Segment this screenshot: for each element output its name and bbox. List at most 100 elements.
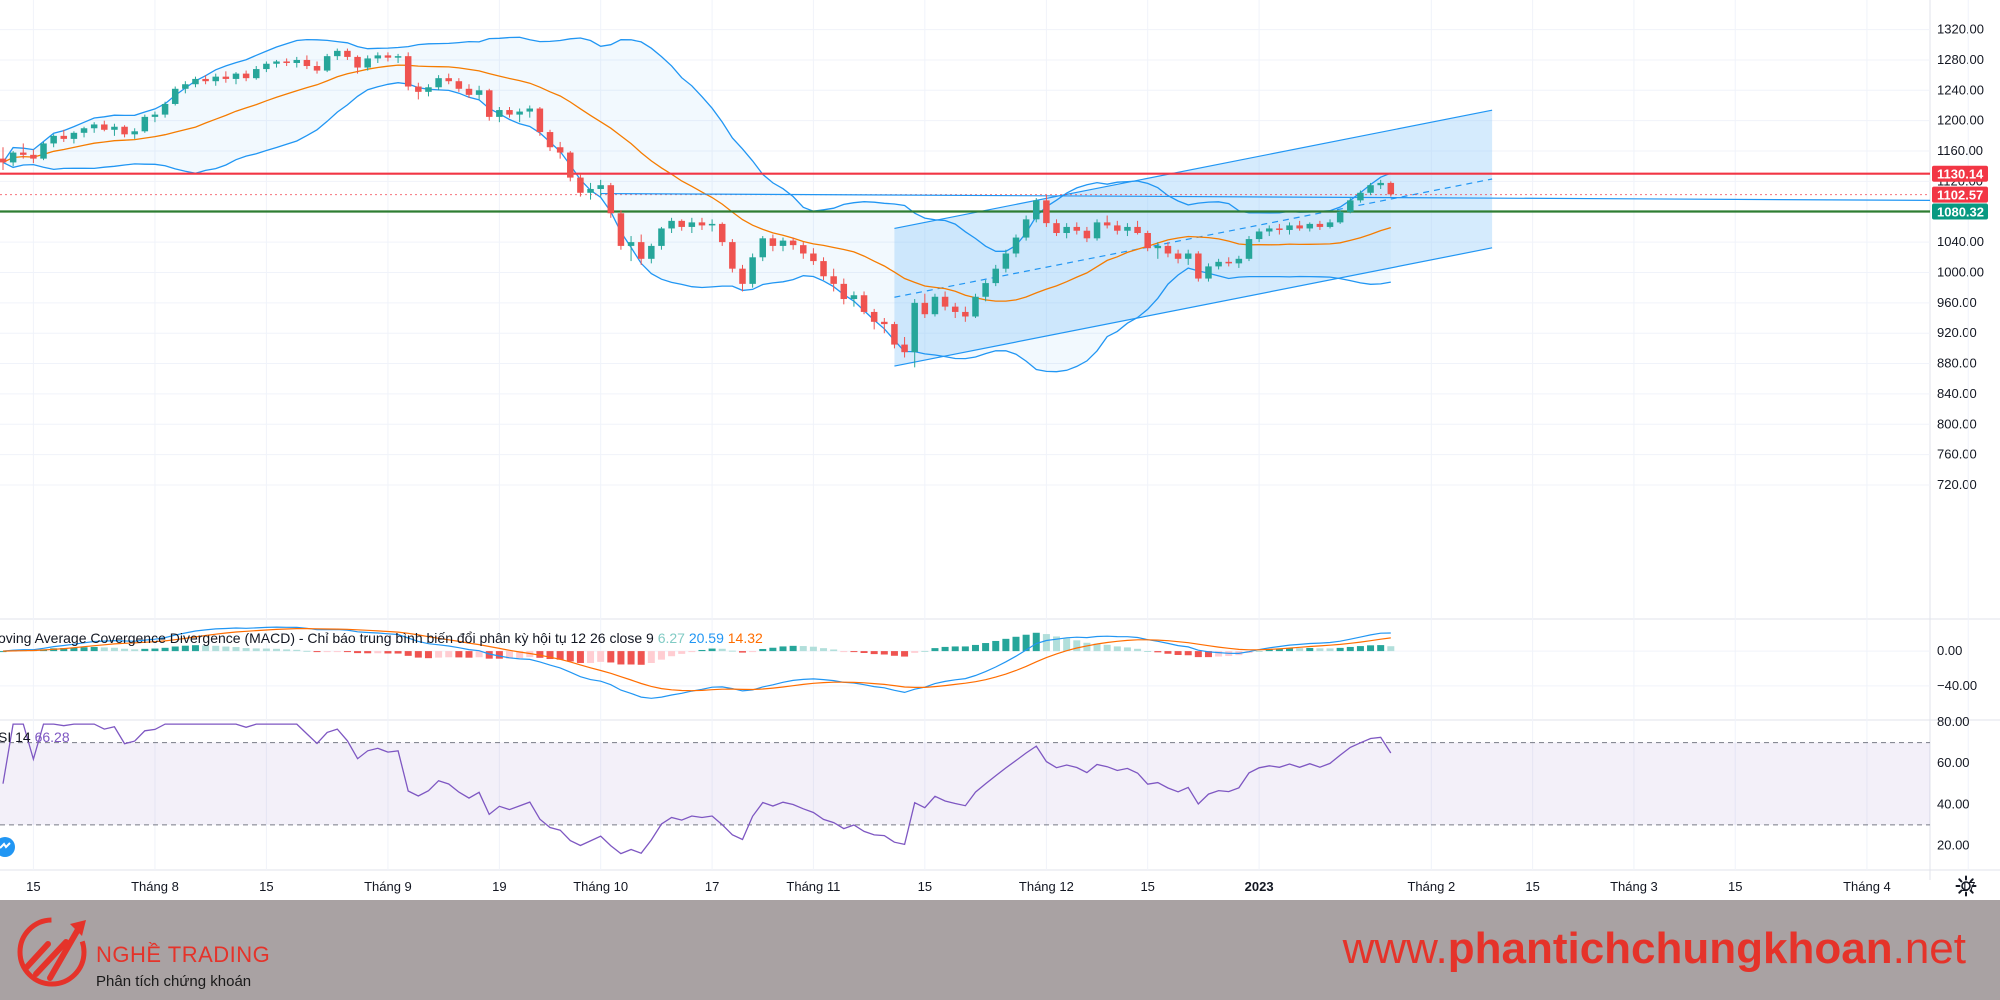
chart-nav-arrow-icon[interactable] xyxy=(0,836,16,858)
candle-body xyxy=(20,152,27,155)
macd-histogram-bar xyxy=(141,648,149,652)
price-level-tag-label: 1102.57 xyxy=(1937,188,1983,203)
candle-body xyxy=(749,257,756,284)
candle-body xyxy=(334,50,341,57)
macd-histogram-bar xyxy=(455,651,463,658)
time-tick-label: 15 xyxy=(259,879,273,894)
candle-body xyxy=(80,128,88,133)
candle-body xyxy=(556,147,564,153)
url-prefix: www. xyxy=(1342,924,1448,973)
rsi-legend-legend: SI 14 xyxy=(0,729,31,745)
price-tick-label: 920.00 xyxy=(1937,325,1977,340)
candle-body xyxy=(384,55,392,58)
macd-histogram-bar xyxy=(100,647,108,652)
candle-body xyxy=(739,268,746,284)
candle-body xyxy=(344,50,351,57)
candle-body xyxy=(1184,253,1192,259)
candle-body xyxy=(1296,225,1303,229)
candle-body xyxy=(800,245,807,254)
macd-histogram-bar xyxy=(495,651,503,659)
macd-histogram-bar xyxy=(1316,648,1324,652)
time-tick-label: Tháng 10 xyxy=(573,879,628,894)
candle-body xyxy=(435,78,442,88)
macd-histogram-bar xyxy=(911,651,919,653)
price-tick-label: 1160.00 xyxy=(1937,143,1983,158)
candle-body xyxy=(577,177,584,193)
macd-histogram-bar xyxy=(414,651,422,658)
macd-histogram-bar xyxy=(708,648,716,652)
macd-histogram-bar xyxy=(506,651,513,659)
macd-histogram-bar xyxy=(1326,648,1334,652)
macd-histogram-bar xyxy=(607,651,615,663)
macd-histogram-bar xyxy=(931,648,939,652)
candle-body xyxy=(962,311,969,317)
candle-body xyxy=(1043,200,1050,224)
chart-area[interactable]: 1320.001280.001240.001200.001160.001120.… xyxy=(0,0,2000,900)
macd-histogram-bar xyxy=(242,648,250,652)
macd-histogram-bar xyxy=(1042,634,1050,652)
candle-body xyxy=(567,152,574,178)
macd-histogram-bar xyxy=(1053,636,1061,652)
url-domain: phantichchungkhoan xyxy=(1447,924,1893,973)
macd-histogram-bar xyxy=(566,651,574,662)
candle-body xyxy=(202,78,209,82)
macd-histogram-bar xyxy=(830,649,838,652)
candle-body xyxy=(546,132,554,148)
candle-body xyxy=(323,56,331,71)
macd-histogram-bar xyxy=(1336,647,1344,652)
candle-body xyxy=(1336,211,1344,223)
macd-histogram-bar xyxy=(1184,651,1192,656)
time-tick-label: Tháng 2 xyxy=(1407,879,1455,894)
candle-body xyxy=(212,76,219,82)
price-tick-label: 720.00 xyxy=(1937,477,1977,492)
candle-body xyxy=(293,59,301,63)
price-chart[interactable]: 1320.001280.001240.001200.001160.001120.… xyxy=(0,0,2000,900)
candle-body xyxy=(1083,230,1091,239)
macd-histogram-bar xyxy=(161,647,169,652)
macd-histogram-bar xyxy=(323,651,331,653)
candle-body xyxy=(313,66,321,71)
price-tick-label: 1240.00 xyxy=(1937,82,1984,97)
nghe-trading-logo-icon xyxy=(14,912,94,988)
site-url[interactable]: www.phantichchungkhoan.net xyxy=(1343,924,1966,974)
time-tick-label: Tháng 4 xyxy=(1843,879,1891,894)
macd-histogram-bar xyxy=(90,646,98,652)
candle-body xyxy=(283,61,290,63)
macd-histogram-bar xyxy=(1154,651,1162,653)
macd-histogram-bar xyxy=(151,648,159,652)
macd-histogram-bar xyxy=(1164,651,1172,654)
macd-histogram-bar xyxy=(60,648,68,652)
trend-line xyxy=(600,192,1931,201)
price-level-tag xyxy=(1932,186,1988,203)
rsi-tick-label: 80.00 xyxy=(1937,714,1970,729)
macd-histogram-bar xyxy=(759,648,767,652)
candle-body xyxy=(263,63,270,70)
candle-body xyxy=(374,55,382,59)
macd-signal-line xyxy=(2,628,1391,692)
settings-gear-icon[interactable] xyxy=(1954,874,1978,898)
macd-histogram-bar xyxy=(1296,648,1304,652)
time-tick-label: Tháng 9 xyxy=(364,879,412,894)
candle-body xyxy=(1215,261,1222,267)
candle-body xyxy=(941,296,949,307)
candle-body xyxy=(192,78,199,85)
candle-body xyxy=(516,111,523,115)
bollinger-lower-line xyxy=(2,82,1391,373)
candle-body xyxy=(9,152,17,163)
candle-body xyxy=(789,240,797,246)
candle-body xyxy=(587,188,594,193)
macd-histogram-bar xyxy=(394,651,402,654)
candle-body xyxy=(161,103,169,115)
macd-histogram-bar xyxy=(374,651,382,654)
macd-histogram-bar xyxy=(1103,644,1111,652)
macd-histogram-bar xyxy=(283,649,291,652)
macd-histogram-bar xyxy=(738,651,746,653)
macd-histogram-bar xyxy=(475,651,483,658)
candle-body xyxy=(1022,219,1030,238)
macd-histogram-bar xyxy=(617,651,625,665)
candle-body xyxy=(141,116,149,132)
macd-histogram-bar xyxy=(131,649,139,652)
macd-histogram-bar xyxy=(273,648,281,652)
macd-histogram-bar xyxy=(921,650,929,652)
candle-body xyxy=(222,76,230,79)
